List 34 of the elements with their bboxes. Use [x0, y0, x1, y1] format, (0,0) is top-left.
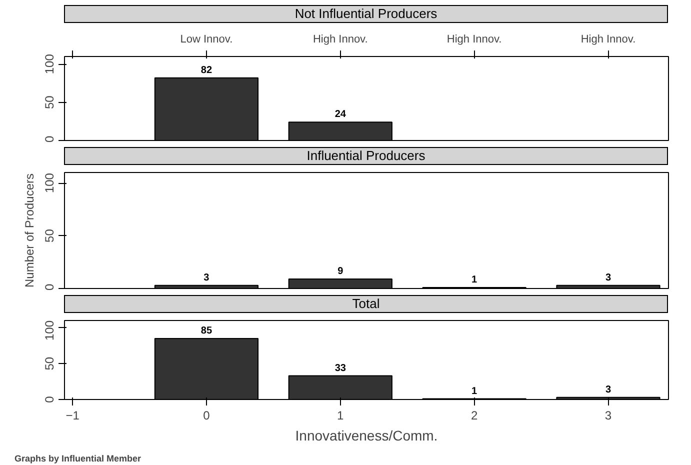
data-label: 24 — [334, 109, 346, 120]
y-axis-title: Number of Producers — [22, 173, 36, 288]
data-label: 82 — [200, 64, 212, 76]
data-label: 1 — [472, 274, 478, 286]
data-label: 3 — [605, 384, 612, 396]
data-label: 3 — [204, 272, 210, 284]
y-tick-label: 0 — [42, 136, 56, 142]
x-axis-title: Innovativeness/Comm. — [295, 428, 438, 444]
x-tick-label: −1 — [66, 408, 80, 422]
y-tick-label: 0 — [42, 396, 56, 403]
x-tick-label: High Innov. — [580, 34, 636, 46]
x-tick-label: 3 — [604, 408, 612, 422]
x-tick-label: 2 — [470, 408, 478, 422]
y-tick-label: 100 — [42, 172, 56, 194]
data-label: 1 — [472, 386, 478, 397]
y-tick-label: 100 — [42, 54, 56, 74]
x-tick-label: 1 — [337, 408, 344, 422]
text: Graphs by Influential Member — [14, 454, 142, 464]
y-tick-label: 50 — [42, 228, 56, 242]
data-label: 9 — [338, 266, 344, 278]
y-tick-label: 50 — [42, 356, 56, 370]
chart-title: Not Influential Producers — [294, 6, 438, 22]
chart-title: Influential Producers — [306, 148, 426, 164]
chart-title: Total — [352, 296, 380, 312]
y-tick-label: 100 — [42, 320, 56, 341]
x-tick-label: 0 — [203, 408, 210, 422]
data-label: 85 — [200, 325, 212, 336]
x-tick-label: Low Innov. — [180, 34, 233, 46]
y-tick-label: 50 — [42, 95, 56, 109]
x-tick-label: High Innov. — [312, 34, 368, 46]
x-tick-label: High Innov. — [446, 34, 502, 46]
data-label: 33 — [334, 362, 346, 374]
y-tick-label: 0 — [42, 284, 56, 290]
data-label: 3 — [605, 272, 612, 284]
